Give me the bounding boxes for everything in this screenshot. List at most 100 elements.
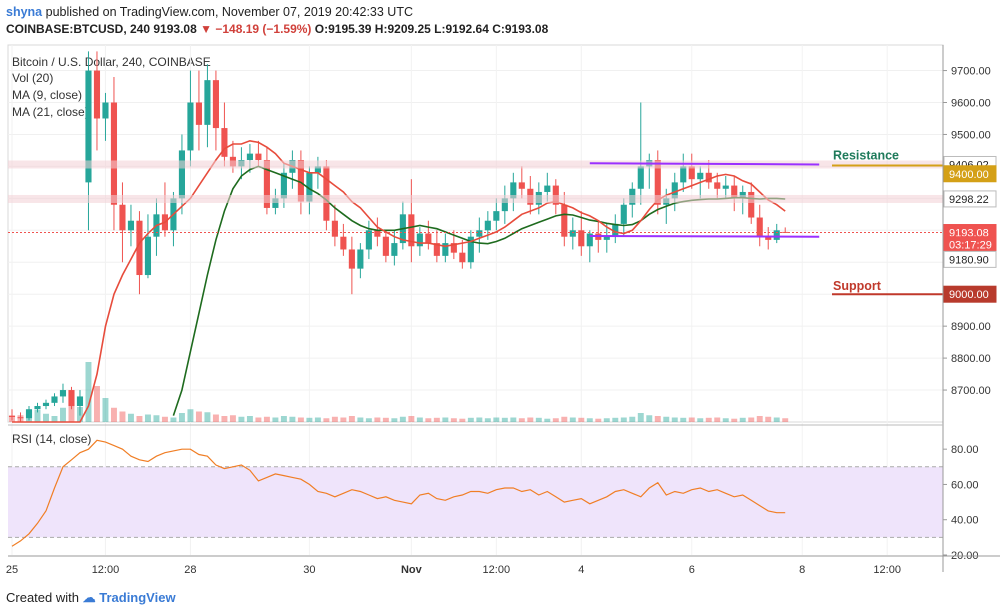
candle-body bbox=[442, 243, 449, 256]
candle-body bbox=[76, 396, 84, 407]
price-tick-label: 8800.00 bbox=[951, 353, 991, 365]
tradingview-logo-icon[interactable]: ☁ TradingView bbox=[82, 590, 176, 605]
volume-bar bbox=[510, 417, 517, 422]
volume-bar bbox=[195, 411, 202, 422]
volume-bar bbox=[51, 416, 58, 422]
author-name[interactable]: shyna bbox=[6, 5, 43, 19]
volume-bar bbox=[612, 417, 619, 422]
candle-body bbox=[187, 102, 194, 151]
candle-body bbox=[433, 243, 440, 256]
volume-bar bbox=[586, 418, 593, 422]
candle-body bbox=[255, 153, 262, 161]
price-tick-label: 9700.00 bbox=[951, 66, 991, 78]
legend-ma9: MA (9, close) bbox=[12, 88, 83, 102]
candle-body bbox=[637, 166, 644, 189]
volume-bar bbox=[178, 413, 185, 422]
volume-bar bbox=[187, 409, 194, 422]
candle-body bbox=[714, 182, 721, 189]
time-tick-label: 12:00 bbox=[483, 564, 511, 576]
candle-body bbox=[59, 390, 67, 397]
candle-body bbox=[671, 182, 678, 199]
candle-body bbox=[748, 191, 755, 218]
candle-body bbox=[722, 185, 729, 189]
legend-vol: Vol (20) bbox=[12, 71, 54, 85]
candle-body bbox=[416, 233, 423, 247]
rsi-line bbox=[11, 439, 786, 547]
rsi-tick-label: 40.00 bbox=[951, 515, 979, 527]
candle-body bbox=[688, 166, 695, 180]
volume-bar bbox=[722, 418, 729, 422]
volume-bar bbox=[569, 417, 576, 422]
moving-averages bbox=[12, 139, 786, 423]
axes: 8700.008800.008900.009000.009100.009200.… bbox=[6, 45, 1000, 576]
time-tick-label: 30 bbox=[303, 564, 315, 576]
symbol-bar: COINBASE:BTCUSD, 240 9193.08 ▼ −148.19 (… bbox=[6, 22, 548, 36]
volume-bar bbox=[620, 417, 627, 422]
volume-bar bbox=[399, 416, 406, 422]
tradingview-brand: TradingView bbox=[99, 590, 176, 605]
candle-body bbox=[246, 153, 253, 161]
candle-body bbox=[93, 70, 101, 119]
volume-bar bbox=[85, 362, 92, 422]
candle-body bbox=[314, 166, 321, 173]
volume-bar bbox=[637, 413, 644, 422]
symbol-info: COINBASE:BTCUSD, 240 bbox=[6, 22, 151, 36]
price-label: 9000.00 bbox=[949, 289, 989, 301]
price-tick-label: 9500.00 bbox=[951, 129, 991, 141]
legend-ma21: MA (21, close) bbox=[12, 105, 89, 119]
candle-body bbox=[450, 243, 457, 253]
volume-bar bbox=[212, 414, 219, 422]
volume-bar bbox=[297, 417, 304, 422]
volume-bar bbox=[765, 416, 772, 422]
time-tick-label: 8 bbox=[799, 564, 805, 576]
candle-body bbox=[297, 160, 304, 202]
volume-bar bbox=[714, 417, 721, 422]
candle-body bbox=[374, 230, 381, 237]
candle-body bbox=[705, 172, 712, 183]
candle-body bbox=[144, 236, 152, 276]
volume-bar bbox=[238, 416, 245, 422]
candle-body bbox=[544, 185, 551, 192]
time-tick-label: Nov bbox=[401, 564, 423, 576]
time-tick-label: 12:00 bbox=[92, 564, 120, 576]
ohlc-values: O:9195.39 H:9209.25 L:9192.64 C:9193.08 bbox=[314, 22, 549, 36]
volume-bar bbox=[144, 414, 151, 422]
volume-bar bbox=[646, 415, 653, 422]
volume-bar bbox=[408, 416, 415, 422]
price-label: 9400.00 bbox=[949, 169, 989, 181]
candle-body bbox=[68, 390, 75, 407]
volume-bar bbox=[331, 416, 338, 422]
candle-body bbox=[127, 220, 135, 231]
candle-body bbox=[212, 80, 219, 129]
rsi-band bbox=[8, 466, 943, 538]
candle-body bbox=[731, 185, 738, 199]
price-change: −148.19 (−1.59%) bbox=[215, 22, 312, 36]
candle-body bbox=[510, 182, 517, 199]
candle-body bbox=[340, 236, 347, 250]
candle-body bbox=[17, 417, 24, 419]
volume-bar bbox=[255, 417, 262, 422]
volume-bar bbox=[382, 417, 389, 422]
volume-bar bbox=[527, 417, 534, 422]
volume-bar bbox=[501, 417, 508, 422]
candle-body bbox=[272, 198, 279, 208]
candle-body bbox=[42, 402, 50, 407]
footer: Created with ☁ TradingView bbox=[6, 590, 176, 606]
volume-bar bbox=[697, 418, 704, 422]
volume-bar bbox=[416, 417, 423, 422]
volume-bar bbox=[467, 417, 474, 422]
volume-bar bbox=[535, 417, 542, 422]
volume-bar bbox=[221, 416, 228, 422]
volume-bar bbox=[306, 417, 313, 422]
volume-bar bbox=[110, 407, 117, 422]
volume-bars bbox=[9, 362, 789, 422]
volume-bar bbox=[476, 417, 483, 422]
candle-body bbox=[85, 70, 92, 183]
volume-bar bbox=[731, 418, 738, 422]
candle-body bbox=[110, 102, 118, 205]
volume-bar bbox=[629, 416, 636, 422]
volume-bar bbox=[68, 402, 75, 422]
candle-body bbox=[680, 166, 687, 183]
